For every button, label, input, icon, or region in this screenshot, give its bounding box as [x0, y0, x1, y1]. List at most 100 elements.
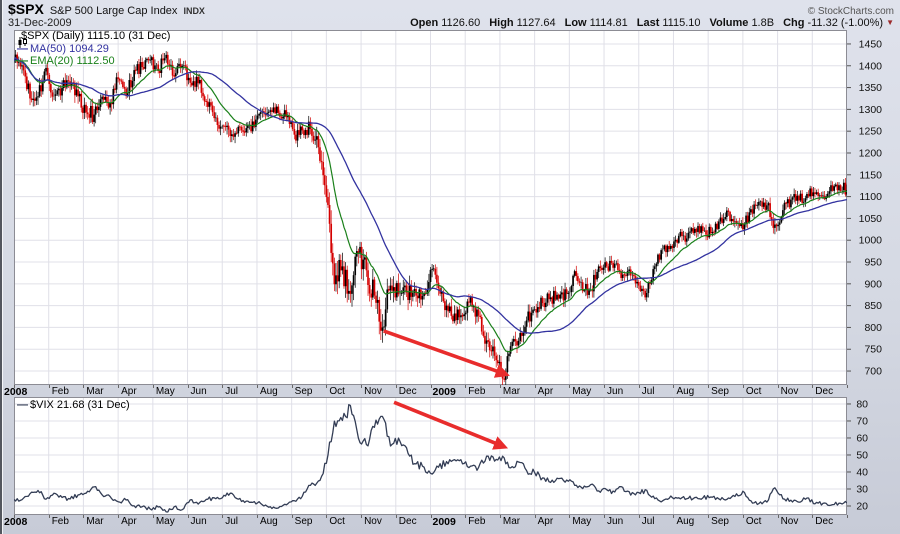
x-axis-tick	[256, 515, 258, 518]
x-axis-tick	[152, 385, 154, 388]
x-axis-months-bottom: 2008 Feb Mar Apr May Jun Jul Aug Sep Oct Nov Dec 200…	[0, 515, 900, 534]
quote-high: High 1127.64	[489, 17, 556, 29]
x-axis-label: Jun	[607, 516, 624, 527]
y-axis-label: 60	[856, 432, 868, 444]
x-axis-label: Jun	[607, 386, 624, 397]
x-axis-tick	[742, 385, 744, 388]
x-axis-tick	[604, 385, 606, 388]
y-axis-label: 950	[864, 257, 882, 269]
x-axis-label: Oct	[745, 386, 762, 397]
x-axis-label: Oct	[745, 516, 762, 527]
y-axis-label: 1450	[859, 38, 883, 50]
change-down-triangle-icon: ▼	[886, 18, 894, 27]
x-axis-tick	[499, 385, 501, 388]
x-axis-tick	[812, 515, 814, 518]
x-axis-tick	[361, 515, 363, 518]
y-axis-label: 1050	[859, 213, 883, 225]
x-axis-tick	[14, 515, 15, 518]
y-axis-label: 50	[856, 449, 868, 461]
y-axis-label: 1400	[859, 60, 883, 72]
x-axis-tick	[708, 515, 710, 518]
y-axis-label: 750	[864, 344, 882, 356]
x-axis-label: Mar	[86, 516, 104, 527]
x-axis-tick	[326, 515, 328, 518]
quote-volume: Volume 1.8B	[709, 17, 775, 29]
x-axis-tick	[569, 515, 571, 518]
window-left-edge-highlight	[2, 0, 3, 534]
x-axis-tick	[291, 385, 293, 388]
x-axis-tick	[777, 385, 779, 388]
x-axis-label: Sep	[711, 516, 729, 527]
spx-price-chart: 700 750 800 850 900 950 1000 1050 1100 1150 1200 12…	[14, 30, 883, 385]
y-axis-label: 80	[856, 398, 868, 410]
ema20-line	[14, 59, 847, 353]
x-axis-tick	[222, 385, 224, 388]
x-axis-tick	[395, 385, 397, 388]
x-axis-tick	[673, 385, 675, 388]
x-axis-tick	[83, 515, 85, 518]
chart-date: 31-Dec-2009	[8, 17, 72, 29]
x-axis-label: Jun	[190, 516, 207, 527]
x-axis-tick	[326, 385, 328, 388]
quote-low: Low 1114.81	[564, 17, 628, 29]
vix-line	[14, 404, 847, 513]
ma50-color-key: —	[17, 42, 28, 55]
x-axis-label: Aug	[259, 386, 278, 397]
x-axis-label: May	[155, 386, 175, 397]
x-axis-tick	[777, 515, 779, 518]
vix-chart: 20 30 40 50 60 70 80	[14, 397, 868, 515]
x-axis-tick	[291, 515, 293, 518]
y-axis-label: 1200	[859, 147, 883, 159]
y-axis-label: 850	[864, 300, 882, 312]
y-axis-label: 1000	[859, 235, 883, 247]
x-axis-tick	[222, 515, 224, 518]
x-axis-tick	[430, 385, 432, 388]
x-axis-label: Jul	[225, 386, 239, 397]
x-axis-tick	[118, 385, 120, 388]
x-axis-label: Dec	[815, 386, 834, 397]
x-axis-label: Aug	[676, 386, 695, 397]
x-axis-label: Apr	[121, 516, 137, 527]
annotation-arrow	[393, 400, 509, 450]
x-axis-label: Nov	[364, 516, 382, 527]
x-axis-label: 2008	[4, 516, 28, 528]
quote-open: Open 1126.60	[410, 17, 481, 29]
ma50-legend-label: MA(50) 1094.29	[30, 42, 109, 55]
x-axis-label: Jun	[190, 386, 207, 397]
x-axis-label: Jul	[641, 386, 655, 397]
ma50-line	[14, 56, 847, 334]
x-axis-label: 2009	[432, 386, 456, 398]
x-axis-tick	[187, 385, 189, 388]
x-axis-tick	[48, 385, 50, 388]
x-axis-label: Dec	[398, 386, 417, 397]
x-axis-label: May	[155, 516, 175, 527]
x-axis-label: Mar	[502, 516, 521, 527]
x-axis-label: 2008	[4, 386, 28, 398]
x-axis-tick	[673, 515, 675, 518]
x-axis-tick	[499, 515, 501, 518]
y-axis-label: 70	[856, 415, 868, 427]
x-axis-label: Feb	[51, 386, 69, 397]
x-axis-tick	[361, 385, 363, 388]
x-axis-tick	[638, 515, 640, 518]
candlestick-series	[14, 50, 847, 385]
symbol-name: S&P 500 Large Cap Index	[49, 5, 178, 17]
x-axis-label: 2009	[432, 516, 456, 528]
vix-legend: — $VIX 21.68 (31 Dec)	[17, 399, 130, 412]
x-axis-label: Apr	[537, 516, 554, 527]
exchange-label: INDX	[183, 6, 205, 16]
x-axis-tick	[256, 385, 258, 388]
x-axis-label: Jul	[225, 516, 239, 527]
x-axis-label: Dec	[398, 516, 417, 527]
x-axis-label: Mar	[86, 386, 104, 397]
y-axis-label: 800	[864, 322, 882, 334]
y-axis-label: 700	[864, 366, 882, 378]
x-axis-label: Oct	[329, 386, 345, 397]
x-axis-tick	[465, 515, 467, 518]
x-axis-label: Apr	[121, 386, 137, 397]
x-axis-tick	[847, 385, 848, 388]
x-axis-tick	[534, 515, 536, 518]
x-axis-label: Sep	[294, 386, 313, 397]
x-axis-label: Sep	[294, 516, 313, 527]
y-axis-label: 30	[856, 483, 868, 495]
